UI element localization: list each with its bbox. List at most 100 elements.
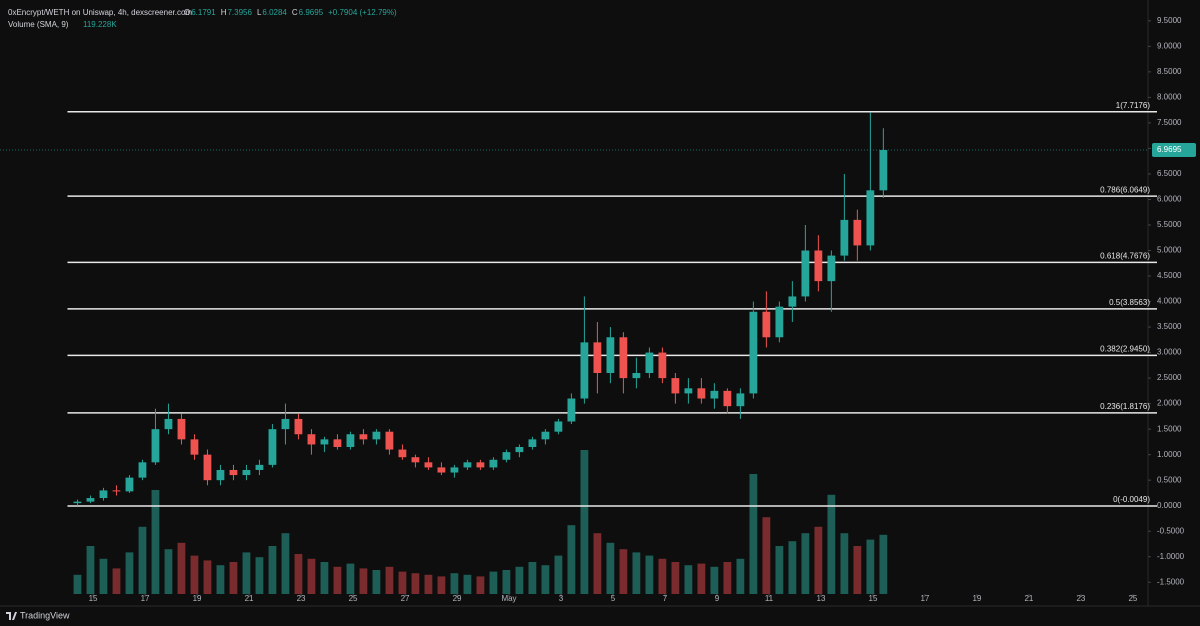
fib-label: 0.382(2.9450): [1100, 344, 1150, 353]
volume-bar: [801, 533, 810, 594]
volume-bar: [814, 526, 823, 594]
y-tick-label: -0.5000: [1157, 526, 1185, 535]
volume-bar: [255, 557, 264, 594]
x-tick-label: 25: [349, 594, 358, 603]
volume-bar: [424, 574, 433, 594]
volume-bar: [112, 568, 121, 594]
candle-body: [73, 501, 82, 504]
volume-bar: [99, 558, 108, 594]
y-tick-label: -1.5000: [1157, 577, 1185, 586]
y-tick-label: 2.5000: [1157, 373, 1182, 382]
fib-label: 1(7.7176): [1116, 101, 1151, 110]
candle-body: [112, 490, 121, 492]
candle-body: [580, 342, 589, 399]
ohlc-readout: O 6.1791 H 7.3956 L 6.0284 C 6.9695 +0.7904 (+12…: [184, 8, 397, 17]
y-tick-label: 0.5000: [1157, 475, 1182, 484]
volume-bar: [346, 563, 355, 594]
candle-body: [177, 418, 186, 440]
candle-body: [242, 469, 251, 476]
candle-body: [424, 462, 433, 468]
candle-body: [749, 311, 758, 394]
volume-bar: [515, 566, 524, 594]
candle-body: [151, 429, 160, 463]
candle-body: [593, 342, 602, 373]
volume-bar: [879, 534, 888, 594]
candle-body: [125, 477, 134, 492]
candle-body: [645, 352, 654, 373]
volume-bar: [411, 573, 420, 594]
candle-body: [489, 459, 498, 468]
volume-bar: [606, 542, 615, 594]
candle-body: [736, 393, 745, 407]
volume-bar: [320, 562, 329, 594]
ohlc-key: C: [292, 8, 298, 17]
volume-bar: [281, 533, 290, 594]
x-tick-label: May: [501, 594, 516, 603]
candle-body: [515, 447, 524, 453]
volume-bar: [450, 573, 459, 594]
candle-body: [229, 469, 238, 476]
volume-bar: [216, 565, 225, 594]
volume-bar: [229, 562, 238, 594]
ohlc-key: O: [184, 8, 190, 17]
y-tick-label: 1.0000: [1157, 450, 1182, 459]
candle-body: [853, 219, 862, 246]
candle-body: [502, 452, 511, 460]
volume-bar: [164, 549, 173, 594]
x-tick-label: 7: [663, 594, 668, 603]
candle-body: [385, 431, 394, 450]
candle-body: [281, 418, 290, 430]
candle-body: [554, 421, 563, 432]
fib-label: 0.236(1.8176): [1100, 402, 1150, 411]
y-tick-label: 9.5000: [1157, 16, 1182, 25]
volume-bar: [151, 490, 160, 594]
last-price-label: 6.9695: [1157, 145, 1182, 154]
volume-bar: [307, 558, 316, 594]
candle-body: [788, 296, 797, 307]
fib-label: 0.786(6.0649): [1100, 185, 1150, 194]
volume-bar: [437, 576, 446, 594]
x-tick-label: 23: [1076, 594, 1085, 603]
volume-bar: [463, 574, 472, 594]
volume-bar: [645, 555, 654, 594]
candle-body: [671, 378, 680, 394]
y-tick-label: 8.5000: [1157, 67, 1182, 76]
candle-body: [398, 449, 407, 458]
candle-body: [320, 439, 329, 445]
volume-bar: [502, 570, 511, 594]
candle-body: [840, 219, 849, 256]
volume-bar: [294, 554, 303, 594]
chart-title: 0xEncrypt/WETH on Uniswap, 4h, dexscreen…: [8, 8, 192, 17]
candle-body: [801, 250, 810, 297]
candle-body: [710, 390, 719, 399]
x-tick-label: 19: [193, 594, 202, 603]
candle-body: [203, 454, 212, 481]
candle-body: [528, 439, 537, 448]
candle-body: [879, 149, 888, 191]
candle-body: [762, 311, 771, 338]
y-tick-label: 0.0000: [1157, 501, 1182, 510]
candle-body: [450, 467, 459, 473]
ohlc-value: 6.1791: [191, 8, 216, 17]
volume-bar: [684, 565, 693, 594]
volume-bar: [398, 571, 407, 594]
last-price-tag: [1152, 142, 1196, 157]
x-tick-label: 21: [245, 594, 254, 603]
x-tick-label: 11: [765, 594, 774, 603]
y-tick-label: 6.0000: [1157, 195, 1182, 204]
candle-body: [255, 464, 264, 470]
candle-body: [437, 467, 446, 473]
y-tick-label: -1.0000: [1157, 552, 1185, 561]
candle-body: [268, 429, 277, 465]
x-tick-label: 15: [89, 594, 98, 603]
y-tick-label: 2.0000: [1157, 399, 1182, 408]
volume-label: Volume (SMA, 9): [8, 20, 69, 29]
y-tick-label: 6.5000: [1157, 169, 1182, 178]
candle-body: [541, 431, 550, 440]
volume-bar: [177, 542, 186, 594]
volume-bar: [775, 546, 784, 594]
ohlc-value: 6.9695: [299, 8, 324, 17]
x-tick-label: 23: [297, 594, 306, 603]
